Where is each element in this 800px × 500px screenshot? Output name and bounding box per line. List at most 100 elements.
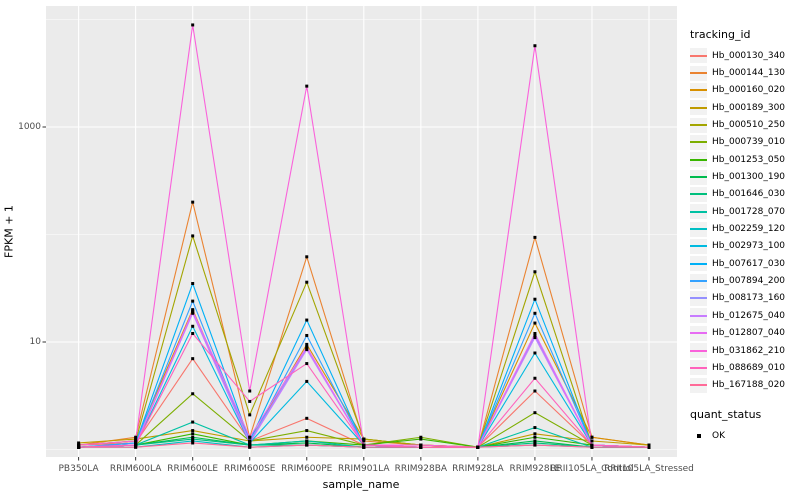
legend-key-line-icon <box>690 65 707 81</box>
data-point <box>248 435 252 439</box>
legend-entry-Hb_002259_120: Hb_002259_120 <box>690 220 798 237</box>
data-point <box>533 439 537 443</box>
legend-entries: Hb_000130_340 Hb_000144_130 Hb_000160_020 H… <box>690 47 798 394</box>
legend-label: Hb_001728_070 <box>712 206 786 217</box>
data-point <box>476 445 480 449</box>
data-point <box>305 416 309 420</box>
legend-key-line-icon <box>690 152 707 168</box>
legend-key-line-icon <box>690 48 707 64</box>
legend-key-line-icon <box>690 221 707 237</box>
data-point <box>533 331 537 335</box>
data-point <box>305 441 309 445</box>
data-point <box>419 437 423 441</box>
legend-key-line-icon <box>690 290 707 306</box>
data-point <box>134 441 138 445</box>
x-tick-label-RRIM600LE: RRIM600LE <box>167 464 219 474</box>
legend-label: Hb_007894_200 <box>712 276 786 287</box>
data-point <box>533 376 537 380</box>
legend-label: Hb_001253_050 <box>712 154 786 165</box>
quant-status-entries: OK <box>690 427 798 444</box>
legend-label: Hb_012807_040 <box>712 328 786 339</box>
data-point <box>419 445 423 449</box>
data-point <box>248 445 252 449</box>
legend-label: Hb_007617_030 <box>712 258 786 269</box>
data-point <box>533 311 537 315</box>
legend-label: Hb_000144_130 <box>712 68 786 79</box>
x-tick-label-RRII105LA_Control: RRII105LA_Control <box>550 464 634 474</box>
y-tick-label-1000: 1000 <box>18 122 41 132</box>
legend-entry-Hb_007894_200: Hb_007894_200 <box>690 272 798 289</box>
legend-key-line-icon <box>690 360 707 376</box>
data-point <box>134 437 138 441</box>
x-axis-title: sample_name <box>322 478 400 491</box>
data-point <box>248 439 252 443</box>
legend-entry-Hb_000189_300: Hb_000189_300 <box>690 99 798 116</box>
legend-key-line-icon <box>690 273 707 289</box>
x-tick-label-RRII105LA_Stressed: RRII105LA_Stressed <box>604 464 694 474</box>
data-point <box>533 336 537 340</box>
data-point <box>305 333 309 337</box>
data-point <box>191 437 195 441</box>
legend-label: Hb_000739_010 <box>712 137 786 148</box>
data-point <box>191 435 195 439</box>
data-point <box>191 23 195 27</box>
data-point <box>191 200 195 204</box>
legend-label: Hb_167188_020 <box>712 380 786 391</box>
y-axis-title: FPKM + 1 <box>2 205 16 258</box>
data-point <box>305 280 309 284</box>
data-point <box>533 435 537 439</box>
legend-title-tracking-id: tracking_id <box>690 28 751 41</box>
legend-entry-Hb_167188_020: Hb_167188_020 <box>690 377 798 394</box>
legend-entry-quant-OK: OK <box>690 427 798 444</box>
data-point <box>590 439 594 443</box>
legend-label: Hb_000130_340 <box>712 50 786 61</box>
data-point <box>248 399 252 403</box>
legend-key-line-icon <box>690 325 707 341</box>
legend-entry-Hb_007617_030: Hb_007617_030 <box>690 255 798 272</box>
data-point <box>191 432 195 436</box>
legend-entry-Hb_001728_070: Hb_001728_070 <box>690 203 798 220</box>
legend-entry-Hb_000739_010: Hb_000739_010 <box>690 134 798 151</box>
legend-entry-Hb_001300_190: Hb_001300_190 <box>690 168 798 185</box>
data-point <box>533 235 537 239</box>
data-point <box>191 441 195 445</box>
data-point <box>134 435 138 439</box>
legend-key-square-point-icon <box>690 428 707 443</box>
data-point <box>248 443 252 447</box>
data-point <box>533 333 537 337</box>
data-point <box>305 429 309 433</box>
legend-entry-Hb_088689_010: Hb_088689_010 <box>690 359 798 376</box>
data-point <box>362 445 366 449</box>
legend-entry-Hb_012675_040: Hb_012675_040 <box>690 307 798 324</box>
x-tick-label-RRIM901LA: RRIM901LA <box>338 464 390 474</box>
data-point <box>305 348 309 352</box>
legend-entry-Hb_001253_050: Hb_001253_050 <box>690 151 798 168</box>
data-point <box>305 255 309 259</box>
legend-label: Hb_002973_100 <box>712 241 786 252</box>
legend-key-line-icon <box>690 343 707 359</box>
data-point <box>134 445 138 449</box>
data-point <box>134 443 138 447</box>
data-point <box>305 342 309 346</box>
data-point <box>533 321 537 325</box>
legend-entry-Hb_000130_340: Hb_000130_340 <box>690 47 798 64</box>
legend-label: Hb_031862_210 <box>712 345 786 356</box>
data-point <box>305 435 309 439</box>
x-tick-label-PB350LA: PB350LA <box>58 464 99 474</box>
legend-label: Hb_001646_030 <box>712 189 786 200</box>
data-point <box>533 426 537 430</box>
data-point <box>191 234 195 238</box>
legend: tracking_id Hb_000130_340 Hb_000144_130 Hb… <box>690 28 798 444</box>
data-point <box>419 435 423 439</box>
legend-key-line-icon <box>690 377 707 393</box>
data-point <box>191 429 195 433</box>
data-point <box>191 311 195 315</box>
x-tick-label-RRIM928LE: RRIM928LE <box>509 464 561 474</box>
data-point <box>533 351 537 355</box>
data-point <box>533 389 537 393</box>
legend-key-line-icon <box>690 308 707 324</box>
legend-label: Hb_002259_120 <box>712 224 786 235</box>
x-tick-label-RRIM600LA: RRIM600LA <box>109 464 162 474</box>
legend-label: Hb_000510_250 <box>712 120 786 131</box>
